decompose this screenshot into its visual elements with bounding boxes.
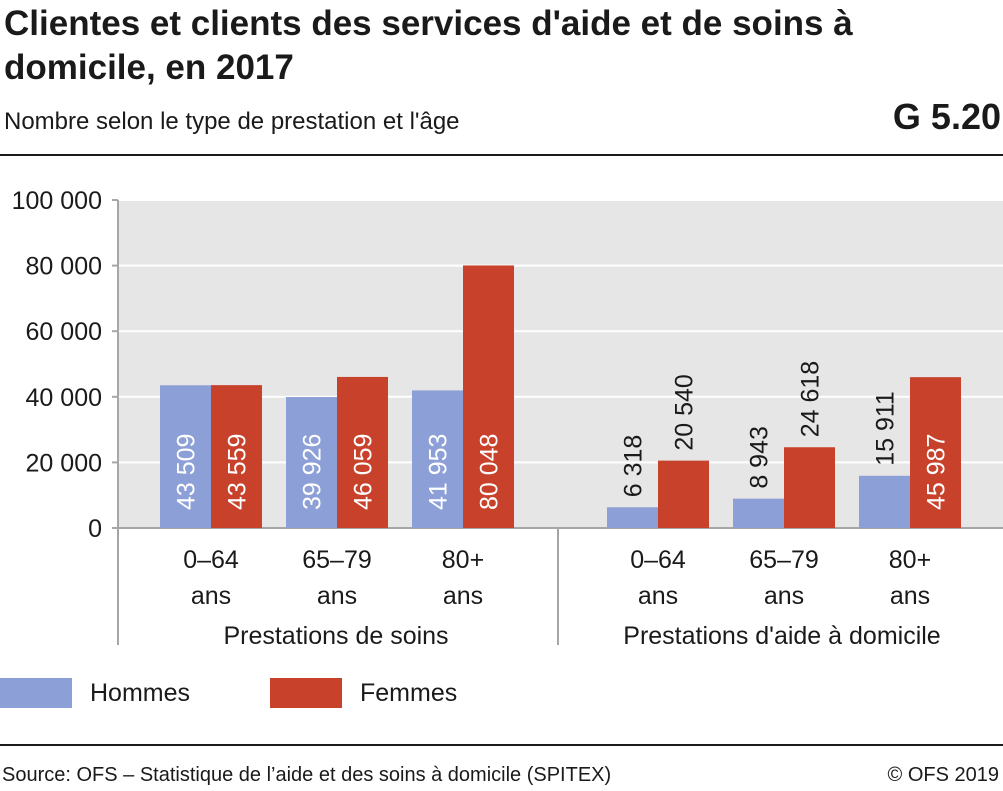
x-tick-label-unit: ans: [890, 582, 930, 610]
x-tick-label: 0–64: [183, 546, 239, 574]
x-tick-label-unit: ans: [317, 582, 357, 610]
bar-femmes: [211, 385, 262, 528]
bar-hommes: [733, 498, 784, 528]
x-tick-label: 80+: [889, 546, 931, 574]
legend-label-hommes: Hommes: [90, 678, 191, 707]
bar-hommes: [859, 475, 910, 528]
bar-femmes: [658, 460, 709, 528]
figure-code: G 5.20: [892, 96, 1001, 137]
x-tick-label: 0–64: [630, 546, 686, 574]
x-tick-label-unit: ans: [443, 582, 483, 610]
y-tick-label: 100 000: [12, 187, 102, 215]
x-tick-label-unit: ans: [191, 582, 231, 610]
data-label: 15 911: [872, 391, 900, 466]
data-label: 80 048: [476, 434, 504, 510]
group-label: Prestations d'aide à domicile: [623, 622, 940, 650]
data-label: 43 559: [224, 434, 252, 510]
legend-label-femmes: Femmes: [360, 678, 458, 707]
group-label: Prestations de soins: [223, 622, 448, 650]
bar-hommes: [286, 397, 337, 528]
x-tick-label: 80+: [442, 546, 484, 574]
source-note: Source: OFS – Statistique de l’aide et d…: [2, 764, 612, 786]
chart-title: Clientes et clients des services d'aide …: [4, 4, 853, 87]
x-tick-label: 65–79: [749, 546, 819, 574]
x-tick-label: 65–79: [302, 546, 372, 574]
y-tick-label: 80 000: [26, 253, 102, 281]
chart-subtitle: Nombre selon le type de prestation et l'…: [4, 108, 460, 135]
plot-background: [118, 200, 1003, 528]
y-tick-label: 40 000: [26, 384, 102, 412]
y-tick-label: 0: [88, 515, 102, 543]
legend-swatch-femmes: [270, 678, 342, 708]
bar-femmes: [463, 265, 514, 528]
data-label: 45 987: [923, 434, 951, 510]
bar-hommes: [607, 507, 658, 528]
bar-hommes: [412, 390, 463, 528]
bar-femmes: [784, 447, 835, 528]
data-label: 41 953: [425, 434, 453, 510]
data-label: 24 618: [797, 361, 825, 437]
data-label: 43 509: [173, 434, 201, 510]
top-divider: [0, 154, 1003, 156]
bar-hommes: [160, 385, 211, 528]
data-label: 20 540: [671, 374, 699, 450]
bar-femmes: [910, 377, 961, 528]
data-label: 6 318: [620, 435, 648, 498]
y-tick-label: 60 000: [26, 318, 102, 346]
x-tick-label-unit: ans: [638, 582, 678, 610]
x-tick-label-unit: ans: [764, 582, 804, 610]
data-label: 39 926: [299, 434, 327, 510]
data-label: 8 943: [746, 426, 774, 489]
legend-item-femmes: Femmes: [270, 678, 457, 708]
plot-area: 0 20 000 40 000 60 000 80 000 100 000 43 509 43…: [12, 187, 1003, 650]
bar-chart: 0 20 000 40 000 60 000 80 000 100 000 43 509 43…: [12, 187, 1003, 650]
bar-femmes: [337, 376, 388, 528]
legend-item-hommes: Hommes: [0, 678, 190, 708]
copyright-note: © OFS 2019: [887, 764, 999, 786]
data-label: 46 059: [350, 434, 378, 510]
bottom-divider: [0, 744, 1003, 746]
y-tick-label: 20 000: [26, 449, 102, 477]
legend-swatch-hommes: [0, 678, 72, 708]
